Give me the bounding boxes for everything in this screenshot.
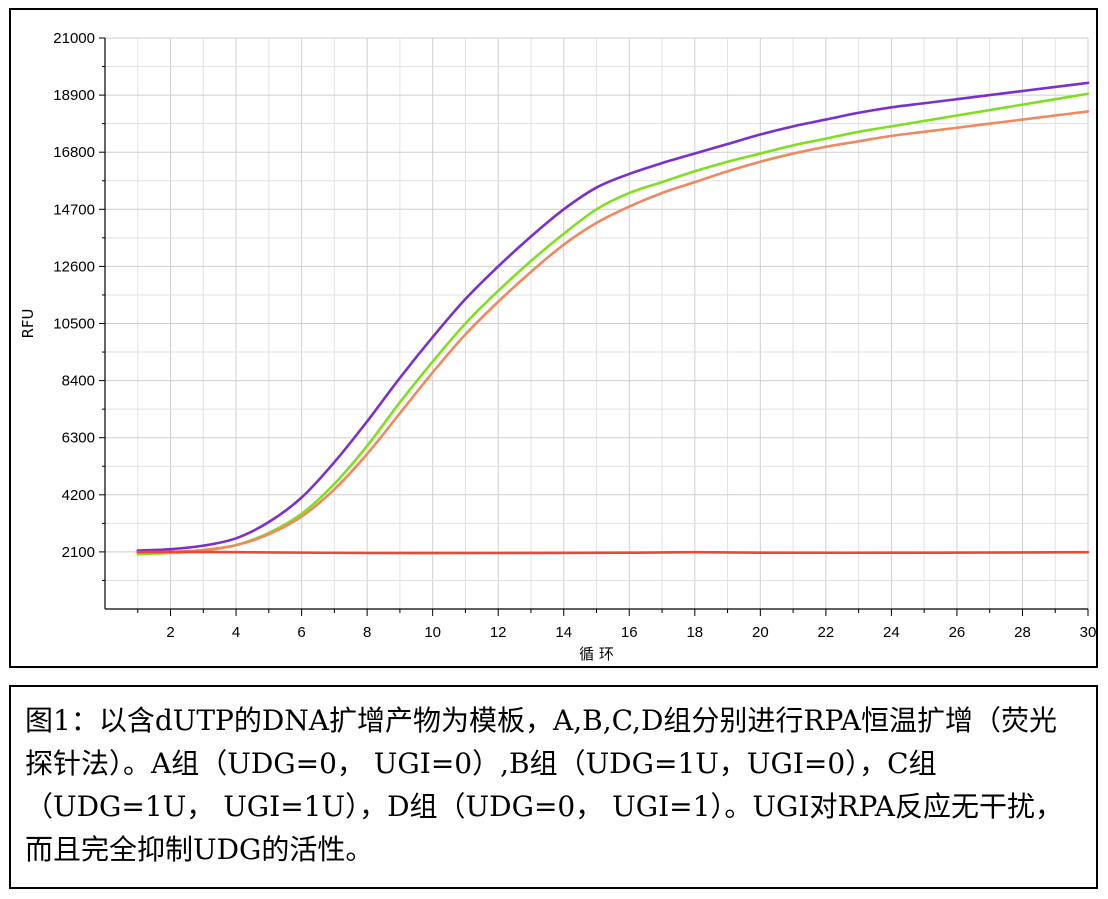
series-lines: [136, 81, 1090, 556]
x-tick-label: 4: [232, 624, 240, 641]
x-tick-label: 18: [686, 624, 703, 641]
series-line-2: [136, 92, 1090, 556]
figure-caption-box: 图1：以含dUTP的DNA扩增产物为模板，A,B,C,D组分别进行RPA恒温扩增…: [9, 685, 1098, 889]
y-tick-label: 14700: [53, 201, 95, 218]
x-tick-label: 10: [424, 624, 441, 641]
y-tick-label: 10500: [53, 316, 95, 333]
x-tick-label: 6: [297, 624, 305, 641]
x-tick-label: 16: [621, 624, 638, 641]
x-tick-label: 28: [1014, 624, 1031, 641]
x-axis-title: 循 环: [579, 645, 614, 663]
grid-lines: [105, 37, 1089, 609]
x-tick-label: 8: [363, 624, 371, 641]
series-line-1: [136, 81, 1090, 552]
x-tick-label: 20: [752, 624, 769, 641]
y-tick-label: 8400: [62, 373, 95, 390]
figure-caption: 图1：以含dUTP的DNA扩增产物为模板，A,B,C,D组分别进行RPA恒温扩增…: [25, 704, 1064, 866]
x-tick-label: 30: [1080, 624, 1096, 641]
x-tick-label: 2: [166, 624, 174, 641]
x-tick-label: 14: [555, 624, 572, 641]
y-tick-label: 4200: [62, 487, 95, 504]
y-axis-title: RFU: [19, 308, 37, 338]
y-tick-label: 18900: [53, 87, 95, 104]
y-tick-label: 21000: [53, 30, 95, 47]
y-tick-label: 12600: [53, 258, 95, 275]
x-tick-label: 22: [818, 624, 835, 641]
x-tick-label: 24: [883, 624, 900, 641]
series-line-3: [136, 110, 1090, 554]
chart-frame: 2 4 6 8 10 12 14 16 18 20 22 24 26 28 30 2100 4200 6300 84…: [9, 8, 1098, 668]
x-tick-label: 26: [949, 624, 966, 641]
axes: 2 4 6 8 10 12 14 16 18 20 22 24 26 28 3021004200630084…: [53, 30, 1096, 641]
y-tick-label: 16800: [53, 144, 95, 161]
series-line-4: [136, 550, 1090, 555]
y-tick-label: 2100: [62, 544, 95, 561]
x-tick-label: 12: [490, 624, 507, 641]
y-tick-label: 6300: [62, 430, 95, 447]
rfu-line-chart: 2 4 6 8 10 12 14 16 18 20 22 24 26 28 3021004200630084…: [19, 30, 1096, 663]
